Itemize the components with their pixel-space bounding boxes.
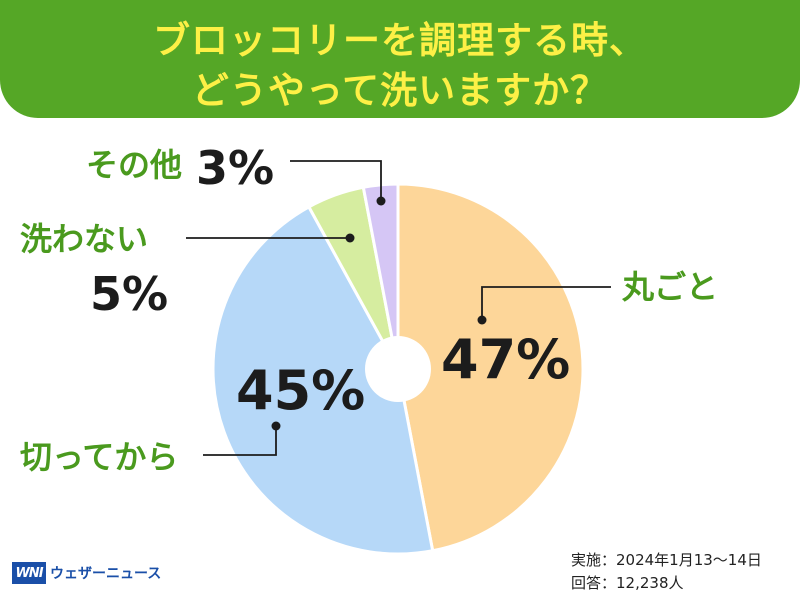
logo-mark: WNI: [12, 562, 46, 584]
slice-value-marugoto: 47%: [441, 328, 570, 391]
leader-line-marugoto: [481, 286, 611, 320]
donut-hole: [365, 336, 431, 402]
survey-period: 実施：2024年1月13～14日: [571, 551, 762, 569]
slice-value-arawanai: 5%: [90, 267, 168, 321]
title-banner: ブロッコリーを調理する時、 どうやって洗いますか？: [0, 0, 800, 118]
slice-label-arawanai: 洗わない: [20, 220, 148, 258]
slice-marugoto: [396, 182, 585, 553]
leader-line-sonota: [290, 160, 382, 201]
slice-label-kittekara: 切ってから: [20, 438, 178, 476]
leader-dot-kittekara: [271, 421, 281, 431]
slice-value-sonota: 3%: [196, 141, 274, 195]
chart-title-line-1: ブロッコリーを調理する時、: [153, 19, 647, 62]
slice-label-sonota: その他: [86, 146, 182, 184]
chart-title-line-2: どうやって洗いますか？: [191, 69, 609, 112]
logo-text: ウェザーニュース: [50, 566, 162, 582]
leader-line-kittekara: [203, 426, 277, 456]
leader-dot-sonota: [376, 196, 386, 206]
leader-dot-marugoto: [477, 315, 487, 325]
slice-value-kittekara: 45%: [236, 359, 365, 422]
respondent-count: 回答：12,238人: [571, 574, 684, 592]
pie-slices: [211, 182, 585, 556]
leader-dot-arawanai: [345, 233, 355, 243]
slice-label-marugoto: 丸ごと: [621, 268, 718, 306]
pie-chart: 丸ごと 切ってから 洗わない その他 47% 45% 5% 3%: [20, 141, 718, 556]
weathernews-logo: WNI ウェザーニュース: [12, 562, 161, 584]
slice-kittekara: [211, 204, 435, 556]
